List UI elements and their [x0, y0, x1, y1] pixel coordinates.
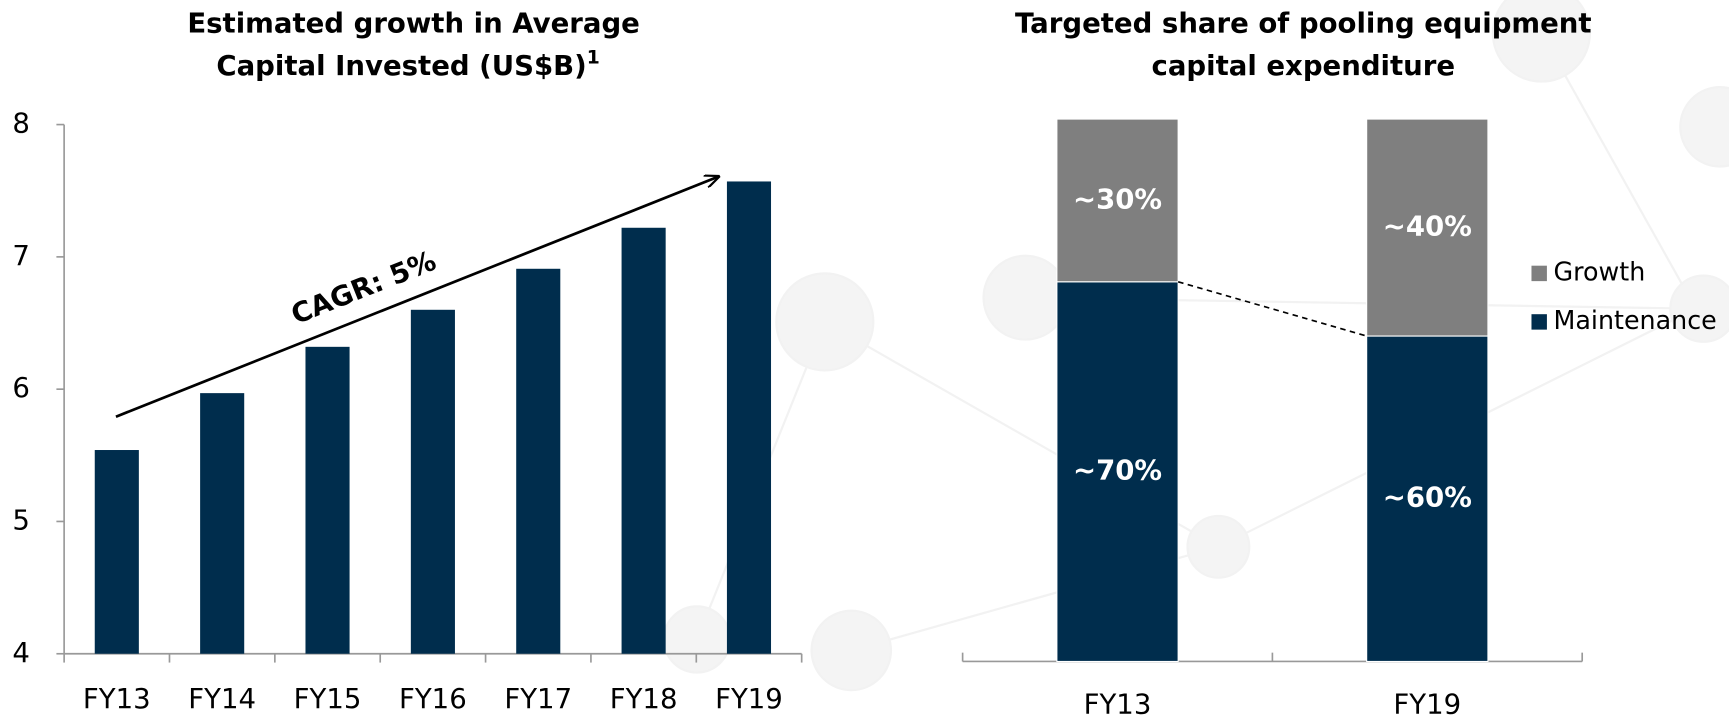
x-tick-label: FY19: [715, 683, 783, 715]
chart-title: Capital Invested (US$B)1: [216, 47, 599, 82]
bar-segment: [1056, 118, 1179, 283]
x-tick-label: FY13: [1084, 689, 1152, 721]
x-tick-label: FY17: [504, 683, 572, 715]
y-tick-label: 6: [12, 372, 30, 404]
background-decoration: [662, 0, 1729, 692]
x-tick-label: FY15: [294, 683, 362, 715]
chart-title: Targeted share of pooling equipment: [1015, 7, 1592, 39]
bar: [621, 227, 666, 654]
bar: [410, 309, 455, 654]
title-line: Estimated growth in Average: [187, 7, 640, 39]
bar-segment: [1366, 118, 1489, 337]
bar-segment: [1056, 281, 1179, 663]
title-line: Capital Invested (US$B): [216, 50, 586, 82]
y-tick-label: 5: [12, 504, 30, 536]
footnote-marker: 1: [587, 47, 600, 68]
x-tick-label: FY18: [610, 683, 678, 715]
x-tick-label: FY16: [399, 683, 467, 715]
bar: [200, 393, 245, 654]
y-tick-label: 7: [12, 240, 30, 272]
value-label: ~60%: [1383, 482, 1472, 514]
y-tick-label: 8: [12, 108, 30, 140]
x-tick-label: FY19: [1393, 689, 1461, 721]
legend-label: Maintenance: [1554, 305, 1717, 335]
bar: [94, 450, 139, 654]
legend-label: Growth: [1554, 256, 1646, 286]
cagr-arrow: [115, 176, 719, 419]
bar: [516, 268, 561, 654]
legend-swatch: [1531, 265, 1547, 282]
bar: [305, 346, 350, 654]
x-tick-label: FY13: [83, 683, 151, 715]
legend-swatch: [1531, 314, 1547, 330]
connector: [1177, 280, 1367, 337]
value-label: ~40%: [1383, 211, 1472, 243]
value-label: ~70%: [1073, 455, 1162, 487]
value-label: ~30%: [1073, 183, 1162, 215]
chart-title: Estimated growth in Average: [187, 7, 640, 39]
y-tick-label: 4: [12, 637, 30, 669]
chart-title: capital expenditure: [1152, 50, 1456, 82]
x-tick-label: FY14: [188, 683, 256, 715]
bar: [726, 181, 772, 654]
